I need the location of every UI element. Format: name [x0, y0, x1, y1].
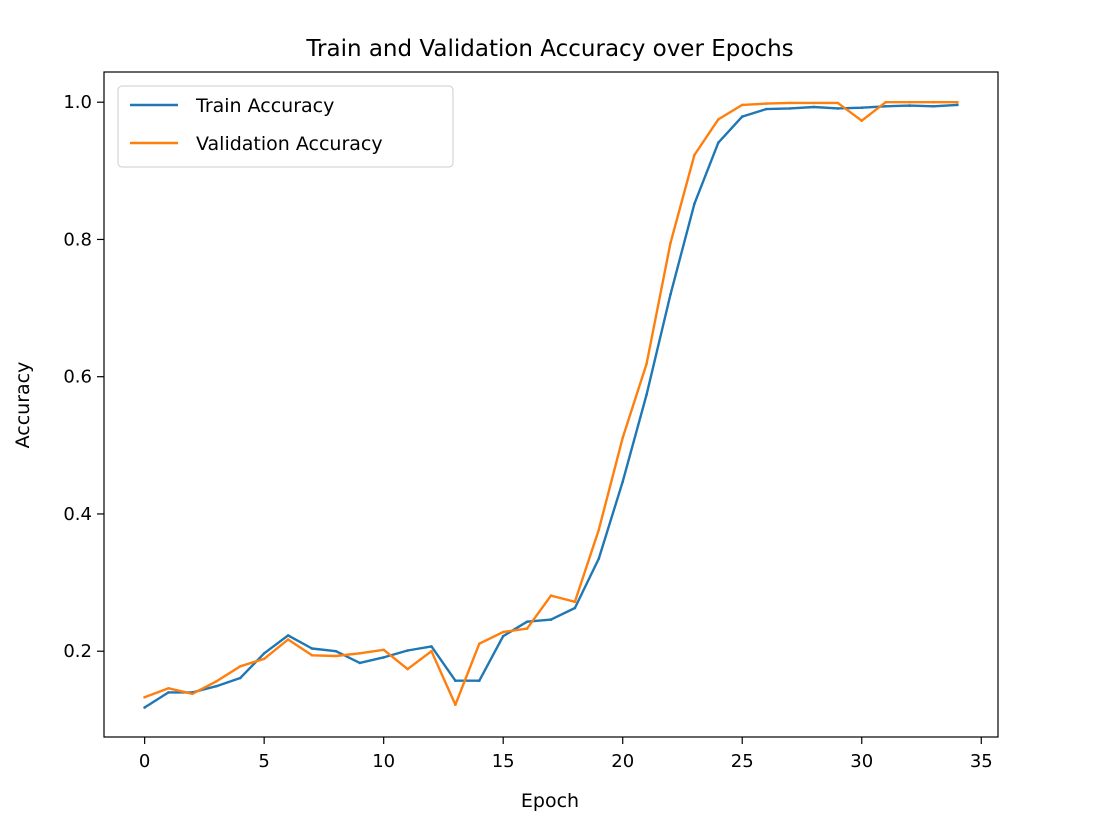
data-point-s1-7 [310, 654, 314, 657]
data-point-s1-22 [669, 241, 672, 245]
data-point-s0-9 [358, 661, 362, 665]
data-point-s1-26 [764, 102, 768, 105]
data-point-s0-26 [764, 107, 768, 111]
x-tick-label: 35 [970, 751, 993, 772]
data-point-s1-13 [454, 703, 457, 706]
x-tick-label: 25 [731, 751, 754, 772]
data-point-s1-5 [262, 657, 266, 661]
data-point-s0-34 [956, 103, 959, 107]
data-point-s1-32 [908, 100, 911, 104]
data-point-s0-24 [717, 141, 720, 144]
data-point-s0-32 [908, 104, 911, 107]
data-point-s0-1 [167, 691, 170, 694]
data-point-s1-25 [740, 103, 744, 107]
data-point-s1-8 [334, 654, 338, 658]
data-point-s0-12 [430, 645, 433, 648]
data-point-s1-31 [884, 100, 887, 104]
data-point-s0-16 [525, 620, 529, 623]
data-point-s1-30 [860, 119, 863, 122]
data-point-s0-11 [406, 649, 409, 652]
data-point-s0-15 [501, 634, 505, 638]
data-point-s0-17 [549, 618, 553, 621]
data-point-s1-29 [836, 101, 840, 105]
x-tick-label: 15 [492, 751, 515, 772]
data-point-s1-2 [191, 692, 194, 696]
data-point-s0-27 [788, 107, 792, 110]
data-point-s1-33 [932, 100, 935, 104]
y-tick-label: 0.8 [63, 229, 92, 250]
data-point-s0-5 [262, 652, 266, 655]
data-point-s1-23 [693, 153, 696, 157]
data-point-s1-11 [406, 667, 409, 671]
data-point-s0-29 [836, 107, 840, 110]
y-tick-label: 1.0 [63, 92, 92, 113]
y-tick-label: 0.4 [63, 504, 92, 525]
chart-title: Train and Validation Accuracy over Epoch… [305, 36, 793, 62]
data-point-s1-6 [286, 638, 290, 641]
data-point-s0-33 [932, 105, 935, 108]
x-axis-label: Epoch [521, 790, 579, 812]
data-point-s0-19 [597, 557, 601, 560]
data-point-s0-22 [669, 293, 672, 296]
data-point-s1-15 [501, 630, 505, 634]
x-tick-label: 0 [139, 751, 150, 772]
data-point-s1-0 [143, 695, 146, 699]
data-point-s0-6 [286, 634, 290, 637]
data-point-s1-18 [573, 600, 577, 604]
y-tick-label: 0.6 [63, 367, 92, 388]
x-tick-label: 10 [372, 751, 395, 772]
x-tick-label: 5 [258, 751, 269, 772]
data-point-s1-34 [956, 100, 959, 104]
plot-frame [103, 71, 999, 738]
legend-label-validation: Validation Accuracy [196, 133, 383, 155]
data-point-s0-4 [239, 676, 242, 680]
x-tick-label: 30 [850, 751, 873, 772]
data-point-s1-28 [812, 101, 816, 105]
y-axis-ticks: 0.2 0.4 0.6 0.8 1.0 [63, 92, 104, 662]
y-tick-label: 0.2 [63, 641, 92, 662]
y-axis-label: Accuracy [12, 362, 34, 449]
data-point-s0-28 [812, 105, 816, 109]
data-point-s1-9 [358, 652, 362, 655]
data-point-s0-18 [573, 606, 577, 610]
data-point-s1-12 [430, 649, 433, 653]
legend-label-train: Train Accuracy [195, 95, 334, 117]
data-point-s1-3 [215, 680, 218, 683]
legend-box [117, 85, 454, 168]
data-point-s1-1 [167, 687, 170, 690]
data-point-s0-7 [310, 647, 314, 650]
data-point-s0-10 [382, 656, 386, 659]
data-point-s1-10 [382, 648, 386, 652]
data-point-s1-19 [597, 528, 601, 531]
data-point-s0-3 [215, 684, 218, 688]
data-point-s1-21 [645, 362, 648, 366]
data-point-s0-31 [884, 105, 887, 108]
data-point-s1-16 [525, 627, 529, 630]
data-point-s1-20 [621, 436, 624, 440]
data-point-s0-21 [645, 393, 648, 396]
data-point-s1-27 [788, 101, 792, 105]
x-axis-ticks: 0 5 10 15 20 25 30 35 [139, 737, 993, 772]
data-point-s0-20 [621, 480, 624, 484]
legend: Train Accuracy Validation Accuracy [117, 85, 454, 168]
series-points [143, 100, 959, 709]
x-tick-label: 20 [611, 751, 634, 772]
data-point-s0-0 [143, 706, 146, 709]
data-point-s1-14 [478, 642, 481, 645]
data-point-s0-23 [693, 202, 696, 206]
data-point-s0-13 [454, 679, 457, 682]
data-point-s0-14 [478, 679, 481, 682]
data-point-s1-4 [239, 665, 242, 668]
data-point-s0-8 [334, 649, 338, 653]
data-point-s0-30 [860, 106, 863, 109]
data-point-s1-24 [717, 118, 720, 121]
data-point-s0-25 [740, 115, 744, 118]
data-point-s1-17 [549, 594, 553, 597]
